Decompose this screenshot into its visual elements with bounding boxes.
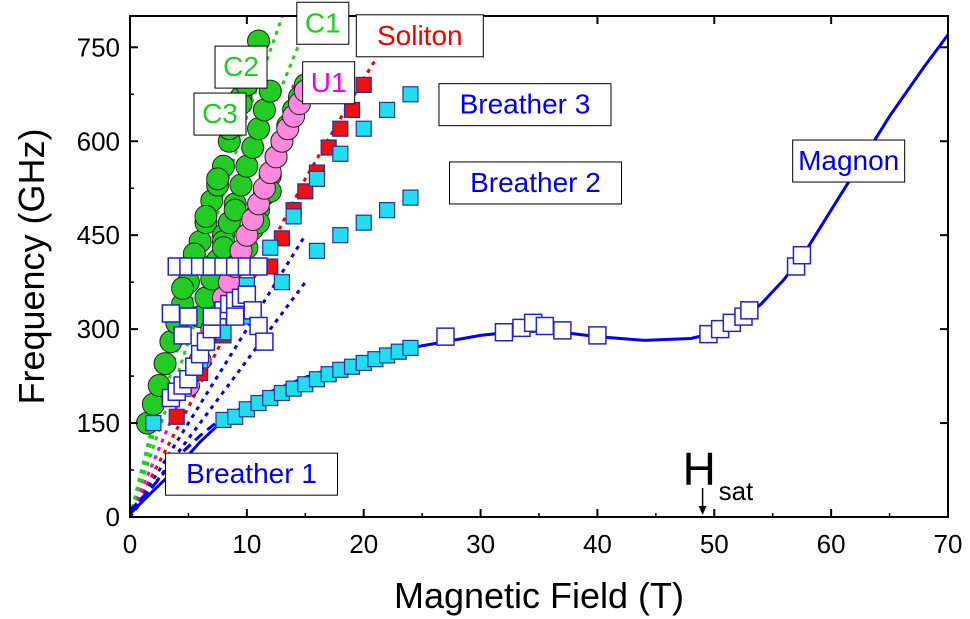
label-box-breather3 (438, 83, 612, 127)
magnon-data-point (436, 327, 455, 346)
low-field-open-data-point (243, 301, 262, 320)
y-tick-label: 750 (77, 32, 120, 62)
breather-2-data-point (355, 214, 372, 231)
low-field-open-data-point (237, 285, 257, 304)
label-magnon: Magnon (792, 139, 906, 183)
c2-line (130, 16, 285, 517)
breather-2-data-point (402, 189, 419, 206)
c3-data-point (206, 167, 230, 191)
breather-3-data-point (332, 145, 349, 162)
label-text-u1: U1 (311, 67, 347, 98)
label-text-c1: C1 (305, 7, 341, 38)
label-box-breather1 (165, 452, 339, 496)
y-tick-label: 0 (106, 502, 120, 532)
label-text-breather3: Breather 3 (460, 89, 591, 120)
label-text-c3: C3 (202, 98, 238, 129)
y-tick-label: 150 (77, 408, 120, 438)
breather-3-data-point (262, 239, 279, 256)
breather-2-data-point (273, 274, 291, 291)
label-c3: C3 (193, 92, 247, 136)
low-field-open-data-point (179, 307, 198, 326)
label-text-magnon: Magnon (798, 145, 899, 176)
hsat-annotation: H sat (683, 443, 754, 515)
x-tick-label: 10 (232, 529, 261, 559)
magnon-data-point (494, 323, 514, 342)
label-box-u1 (302, 61, 356, 105)
c3-data-point (171, 276, 195, 300)
x-tick-label: 40 (583, 529, 612, 559)
label-layer: C1 C2 C3 Soliton U1 Breather 3 Breather 2 Magno… (165, 1, 906, 496)
y-tick-label: 600 (77, 126, 120, 156)
breather-2-data-point (378, 202, 396, 219)
hsat-subscript: sat (719, 476, 754, 506)
label-box-c3 (193, 92, 247, 136)
hsat-symbol: H (683, 443, 716, 495)
axis-layer: 0 10 20 30 40 50 60 70 0 150 300 450 600 750 (77, 16, 963, 559)
breather-3-data-point (378, 101, 396, 119)
soliton-data-point (343, 101, 361, 119)
breather-3-data-point (402, 86, 419, 103)
label-breather2: Breather 2 (448, 161, 622, 205)
y-axis-title: Frequency (GHz) (11, 128, 52, 404)
label-box-c1 (296, 1, 350, 45)
soliton-data-point (297, 183, 314, 200)
x-tick-label: 70 (934, 529, 963, 559)
breather-1-data-point (402, 339, 419, 357)
x-tick-label: 20 (349, 529, 378, 559)
low-field-open-data-point (225, 307, 245, 326)
label-text-soliton: Soliton (377, 20, 463, 51)
label-breather1: Breather 1 (165, 452, 339, 496)
c3-data-point (194, 204, 218, 228)
label-box-magnon (792, 139, 906, 183)
y-tick-label: 450 (77, 220, 120, 250)
magnon-data-point (553, 321, 572, 340)
label-box-soliton (355, 14, 484, 58)
magnon-data-point (535, 316, 555, 336)
low-field-open-data-point (249, 257, 268, 276)
label-breather3: Breather 3 (438, 83, 612, 127)
breather-3-data-point (308, 170, 326, 187)
breather-2-data-point (145, 414, 162, 432)
breather-3-data-point (285, 208, 302, 225)
series-markers (136, 29, 812, 435)
label-text-breather2: Breather 2 (470, 167, 601, 198)
low-field-open-data-point (202, 307, 222, 326)
soliton-data-point (355, 76, 372, 93)
magnon-data-point (792, 245, 812, 265)
hsat-arrowhead (698, 506, 707, 515)
breather-2-data-point (332, 227, 349, 244)
x-axis-title: Magnetic Field (T) (394, 575, 684, 616)
label-text-breather1: Breather 1 (186, 458, 317, 489)
soliton-data-point (332, 120, 349, 137)
breather-2-line (130, 281, 307, 517)
soliton-data-point (168, 408, 185, 425)
label-box-breather2 (448, 161, 622, 205)
x-tick-label: 60 (817, 529, 846, 559)
label-soliton: Soliton (355, 14, 484, 58)
x-tick-label: 50 (700, 529, 729, 559)
c3-data-point (153, 352, 177, 376)
breather-3-line (130, 234, 307, 517)
breather-2-data-point (308, 242, 326, 259)
label-c1: C1 (296, 1, 350, 45)
x-tick-label: 30 (466, 529, 495, 559)
label-text-c2: C2 (223, 51, 259, 82)
low-field-open-data-point (161, 304, 181, 323)
label-u1: U1 (302, 61, 356, 105)
label-box-c2 (214, 45, 268, 89)
magnon-data-point (740, 301, 759, 320)
x-tick-label: 0 (123, 529, 137, 559)
low-field-open-data-point (173, 326, 192, 345)
breather-3-data-point (355, 120, 372, 137)
magnon-data-point (588, 326, 607, 345)
low-field-open-data-point (249, 316, 268, 336)
label-c2: C2 (214, 45, 268, 89)
data-layer (130, 16, 948, 517)
y-tick-label: 300 (77, 314, 120, 344)
low-field-open-data-point (255, 332, 274, 351)
